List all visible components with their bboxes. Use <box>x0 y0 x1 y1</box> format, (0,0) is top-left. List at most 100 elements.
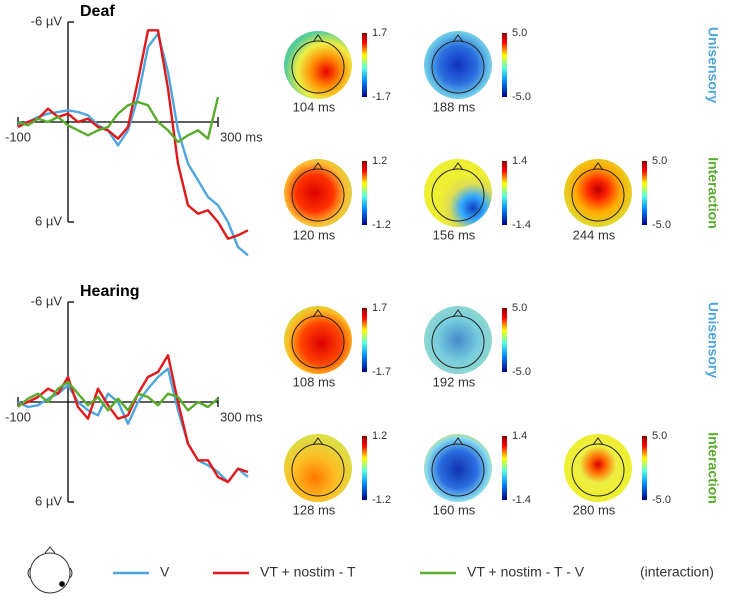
colorbar <box>362 308 367 372</box>
colorbar <box>502 161 507 225</box>
series-line <box>17 29 249 240</box>
nose <box>452 34 464 43</box>
topomap <box>424 434 492 502</box>
nose <box>452 162 464 171</box>
legend-label: VT + nostim - T <box>260 564 356 580</box>
legend-label: V <box>160 564 170 580</box>
colorbar-label: 5.0 <box>512 302 527 314</box>
x-tick-label: 300 ms <box>220 129 263 144</box>
topomap <box>424 306 492 374</box>
series-line <box>17 96 220 144</box>
colorbar-label: 1.4 <box>512 430 527 442</box>
legend-note: (interaction) <box>640 564 714 580</box>
topomap-field <box>284 159 352 227</box>
topomap <box>284 159 352 227</box>
colorbar-label: 1.2 <box>372 430 387 442</box>
topomap-field <box>284 306 352 374</box>
topomap <box>284 31 352 99</box>
colorbar-label: -1.4 <box>512 494 531 506</box>
topomap <box>424 159 492 227</box>
row-label: Interaction <box>705 432 721 504</box>
topomap <box>424 31 492 99</box>
map-time: 104 ms <box>293 99 336 114</box>
map-time: 160 ms <box>433 502 476 517</box>
colorbar-label: 1.4 <box>512 155 527 167</box>
colorbar-label: 5.0 <box>652 155 667 167</box>
colorbar-label: 5.0 <box>652 430 667 442</box>
y-tick-label: -6 µV <box>31 293 63 308</box>
colorbar-label: -5.0 <box>512 366 531 378</box>
colorbar-label: 1.2 <box>372 155 387 167</box>
x-tick-label: -100 <box>5 129 31 144</box>
nose <box>312 34 324 43</box>
colorbar-label: -1.2 <box>372 494 391 506</box>
colorbar-label: -5.0 <box>652 219 671 231</box>
topomap-field <box>284 434 352 502</box>
chart-title: Deaf <box>80 3 115 20</box>
topomap-field <box>424 434 492 502</box>
series-line <box>17 32 249 257</box>
series-line <box>17 354 249 484</box>
map-time: 120 ms <box>293 227 336 242</box>
map-time: 156 ms <box>433 227 476 242</box>
topomap-field <box>564 159 632 227</box>
colorbar-label: 5.0 <box>512 27 527 39</box>
nose <box>312 309 324 318</box>
topomap-field <box>424 31 492 99</box>
y-tick-label: -6 µV <box>31 13 63 28</box>
colorbar-label: -1.2 <box>372 219 391 231</box>
topomap <box>564 159 632 227</box>
y-tick-label: 6 µV <box>35 213 62 228</box>
row-label: Unisensory <box>705 302 721 378</box>
colorbar-label: -5.0 <box>652 494 671 506</box>
colorbar <box>362 161 367 225</box>
map-time: 192 ms <box>433 374 476 389</box>
head-outline <box>291 443 345 497</box>
x-tick-label: 300 ms <box>220 409 263 424</box>
head-outline <box>431 443 485 497</box>
colorbar-label: 1.7 <box>372 302 387 314</box>
colorbar <box>502 308 507 372</box>
head-outline <box>291 315 345 369</box>
head-outline <box>431 315 485 369</box>
series-line <box>17 367 249 484</box>
colorbar-label: 1.7 <box>372 27 387 39</box>
topomap-field <box>424 306 492 374</box>
row-label: Unisensory <box>705 27 721 103</box>
chart-title: Hearing <box>80 283 140 300</box>
colorbar <box>362 436 367 500</box>
topomap-field <box>284 31 352 99</box>
nose <box>452 437 464 446</box>
topomap-field <box>424 159 492 227</box>
x-tick-label: -100 <box>5 409 31 424</box>
map-time: 128 ms <box>293 502 336 517</box>
nose <box>312 437 324 446</box>
legend-label: VT + nostim - T - V <box>467 564 585 580</box>
colorbar-label: -5.0 <box>512 91 531 103</box>
topomap-field <box>564 434 632 502</box>
row-label: Interaction <box>705 157 721 229</box>
head-outline <box>291 40 345 94</box>
colorbar <box>502 33 507 97</box>
head-outline <box>571 443 625 497</box>
nose <box>452 309 464 318</box>
colorbar-label: -1.7 <box>372 366 391 378</box>
topomap <box>564 434 632 502</box>
colorbar <box>642 161 647 225</box>
topomap <box>284 306 352 374</box>
nose <box>592 162 604 171</box>
colorbar <box>502 436 507 500</box>
head-outline <box>431 40 485 94</box>
series-line <box>17 380 219 412</box>
colorbar <box>642 436 647 500</box>
head-icon <box>27 546 73 594</box>
map-time: 280 ms <box>573 502 616 517</box>
map-time: 244 ms <box>573 227 616 242</box>
head-outline <box>291 168 345 222</box>
colorbar-label: -1.4 <box>512 219 531 231</box>
colorbar-label: -1.7 <box>372 91 391 103</box>
nose <box>312 162 324 171</box>
head-outline <box>571 168 625 222</box>
topomap <box>284 434 352 502</box>
